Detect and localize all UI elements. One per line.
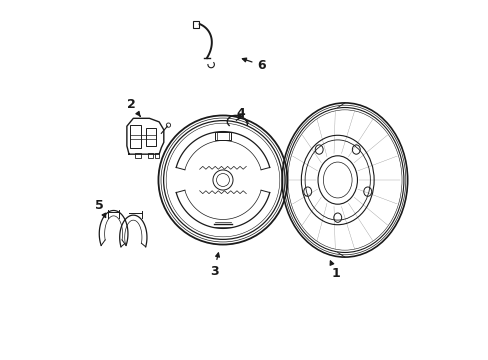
- Bar: [147, 153, 153, 158]
- Bar: [145, 128, 156, 146]
- Text: 3: 3: [209, 253, 219, 278]
- Bar: [135, 153, 140, 158]
- Bar: [155, 153, 159, 158]
- Text: 6: 6: [242, 58, 265, 72]
- Text: 1: 1: [329, 261, 340, 280]
- Bar: [192, 21, 199, 28]
- Text: 2: 2: [127, 98, 140, 116]
- Bar: [215, 132, 230, 140]
- Bar: [130, 125, 141, 148]
- Text: 5: 5: [95, 199, 105, 217]
- Text: 4: 4: [236, 107, 245, 120]
